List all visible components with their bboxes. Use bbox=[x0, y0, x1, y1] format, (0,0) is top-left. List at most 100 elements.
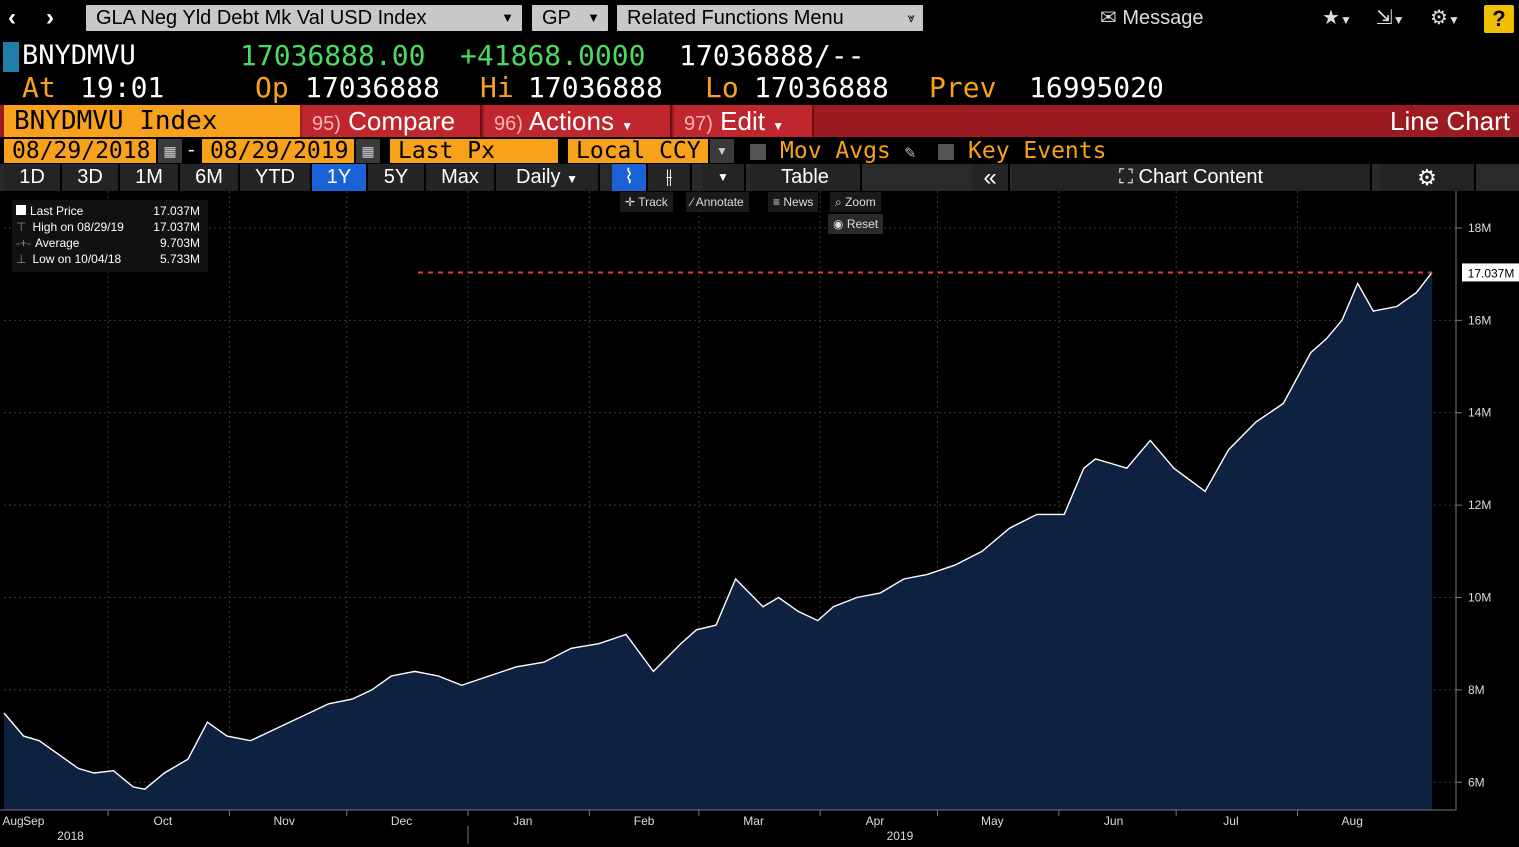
chevron-down-icon: ▼ bbox=[1447, 13, 1460, 27]
bid-ask: 17036888/-- bbox=[679, 39, 865, 72]
reset-button[interactable]: ◉ Reset bbox=[828, 214, 884, 234]
annotate-tool[interactable]: ∕ Annotate bbox=[686, 192, 749, 212]
range-max[interactable]: Max bbox=[426, 164, 496, 191]
chart-type-title: Line Chart bbox=[1390, 106, 1510, 136]
track-tool[interactable]: ✛ Track bbox=[620, 192, 673, 212]
forward-arrow-icon[interactable]: › bbox=[46, 4, 54, 31]
security-menu[interactable]: GLA Neg Yld Debt Mk Val USD Index ▼ bbox=[86, 5, 522, 31]
compare-label: Compare bbox=[348, 106, 456, 136]
x-tick-label: Aug bbox=[2, 814, 23, 828]
low-value: 17036888 bbox=[754, 71, 889, 104]
x-tick-label: Oct bbox=[154, 814, 173, 828]
key-events-checkbox[interactable] bbox=[938, 143, 954, 160]
price-change: +41868.0000 bbox=[460, 39, 646, 72]
legend-low-label: Low on 10/04/18 bbox=[32, 252, 122, 266]
high-value: 17036888 bbox=[528, 71, 663, 104]
legend-high-value: 17.037M bbox=[153, 220, 200, 234]
calendar-icon[interactable]: ▦ bbox=[356, 139, 380, 163]
x-tick-label: May bbox=[981, 814, 1004, 828]
actions-button[interactable]: 96) Actions ▼ bbox=[484, 105, 672, 137]
security-field[interactable]: BNYDMVU Index bbox=[4, 105, 300, 137]
mov-avgs-label: Mov Avgs bbox=[780, 138, 891, 164]
x-tick-label: Jan bbox=[513, 814, 532, 828]
help-button[interactable]: ? bbox=[1484, 5, 1514, 33]
range-5y[interactable]: 5Y bbox=[368, 164, 426, 191]
prev-value: 16995020 bbox=[1029, 71, 1164, 104]
related-menu-label: Related Functions Menu bbox=[627, 7, 844, 29]
legend-row-average: -+- Average 9.703M bbox=[16, 235, 208, 251]
ticker: BNYDMVU bbox=[22, 40, 136, 71]
envelope-icon: ✉ bbox=[1100, 7, 1117, 29]
command-bar: BNYDMVU Index 95) Compare 96) Actions ▼ … bbox=[0, 105, 1519, 137]
date-separator: - bbox=[188, 139, 195, 161]
gear-icon[interactable]: ⚙ bbox=[1380, 164, 1476, 191]
legend-average-label: Average bbox=[35, 236, 80, 250]
range-1m[interactable]: 1M bbox=[120, 164, 180, 191]
chevron-down-icon: ▼ bbox=[501, 10, 514, 25]
message-button[interactable]: ✉ Message bbox=[1100, 5, 1203, 31]
ticker-marker bbox=[3, 42, 19, 72]
table-button[interactable]: Table bbox=[750, 164, 862, 191]
price-line bbox=[3, 271, 1433, 790]
reset-label: Reset bbox=[846, 217, 879, 231]
security-menu-label: GLA Neg Yld Debt Mk Val USD Index bbox=[96, 7, 427, 29]
collapse-icon[interactable]: « bbox=[972, 164, 1010, 191]
pencil-icon[interactable]: ✎ bbox=[904, 142, 916, 163]
export-button[interactable]: ⇲▼ bbox=[1376, 5, 1405, 33]
range-ytd[interactable]: YTD bbox=[240, 164, 312, 191]
chevron-down-icon[interactable]: ▼ bbox=[710, 139, 734, 163]
chevron-down-icon: ▼ bbox=[621, 119, 634, 133]
related-functions-menu[interactable]: Related Functions Menu ⩔ bbox=[617, 5, 923, 31]
magnifier-icon: ⌕ bbox=[835, 195, 842, 209]
mov-avgs-toggle[interactable]: Mov Avgs ✎ bbox=[750, 139, 915, 163]
line-chart-icon[interactable]: ⌇ bbox=[612, 164, 648, 191]
currency-value: Local CCY bbox=[576, 138, 701, 164]
legend-average-value: 9.703M bbox=[159, 236, 200, 250]
security-field-label: BNYDMVU Index bbox=[14, 106, 218, 136]
y-tick-label: 16M bbox=[1468, 313, 1491, 327]
calendar-icon[interactable]: ▦ bbox=[158, 139, 182, 163]
high-label: Hi bbox=[480, 71, 514, 104]
candle-chart-icon[interactable]: ⫲ bbox=[648, 164, 692, 191]
last-price-tag bbox=[1462, 263, 1519, 282]
favorites-button[interactable]: ★▼ bbox=[1322, 5, 1352, 33]
range-3d[interactable]: 3D bbox=[62, 164, 120, 191]
news-icon: ≡ bbox=[773, 195, 781, 209]
low-label: Lo bbox=[705, 71, 739, 104]
legend-low-value: 5.733M bbox=[159, 252, 200, 266]
periodicity-value: Daily bbox=[516, 166, 561, 188]
chevron-down-icon: ▼ bbox=[587, 10, 600, 25]
x-tick-label: Mar bbox=[743, 814, 764, 828]
back-arrow-icon[interactable]: ‹ bbox=[8, 4, 16, 31]
settings-button[interactable]: ⚙▼ bbox=[1430, 5, 1460, 33]
x-tick-label: Dec bbox=[391, 814, 412, 828]
gp-menu[interactable]: GP ▼ bbox=[532, 5, 608, 31]
x-year-label: 2018 bbox=[57, 829, 84, 843]
field-selector[interactable]: Last Px bbox=[390, 139, 558, 163]
chart-content-label: Chart Content bbox=[1138, 166, 1264, 188]
legend-last-value: 17.037M bbox=[153, 204, 200, 218]
compare-button[interactable]: 95) Compare bbox=[302, 105, 482, 137]
chevron-down-icon: ▼ bbox=[1392, 13, 1405, 27]
end-date-field[interactable]: 08/29/2019 bbox=[202, 139, 354, 163]
range-6m[interactable]: 6M bbox=[180, 164, 240, 191]
chevron-down-icon[interactable]: ▼ bbox=[702, 164, 746, 191]
key-events-toggle[interactable]: Key Events bbox=[938, 139, 1106, 163]
last-price-swatch bbox=[16, 205, 26, 215]
chart-content-button[interactable]: ⛶ Chart Content bbox=[1012, 164, 1372, 191]
chevron-down-icon: ▼ bbox=[1339, 13, 1352, 27]
y-tick-label: 12M bbox=[1468, 498, 1491, 512]
mov-avgs-checkbox[interactable] bbox=[750, 143, 766, 160]
range-1y[interactable]: 1Y bbox=[312, 164, 368, 191]
periodicity-selector[interactable]: Daily ▼ bbox=[496, 164, 600, 191]
news-tool[interactable]: ≡ News bbox=[768, 192, 819, 212]
start-date-field[interactable]: 08/29/2018 bbox=[4, 139, 156, 163]
zoom-tool[interactable]: ⌕ Zoom bbox=[830, 192, 881, 212]
open-label: Op bbox=[255, 71, 289, 104]
currency-selector[interactable]: Local CCY bbox=[568, 139, 708, 163]
range-1d[interactable]: 1D bbox=[4, 164, 62, 191]
x-tick-label: Jun bbox=[1104, 814, 1123, 828]
gear-icon: ⚙ bbox=[1430, 7, 1448, 29]
edit-button[interactable]: 97) Edit ▼ bbox=[674, 105, 814, 137]
